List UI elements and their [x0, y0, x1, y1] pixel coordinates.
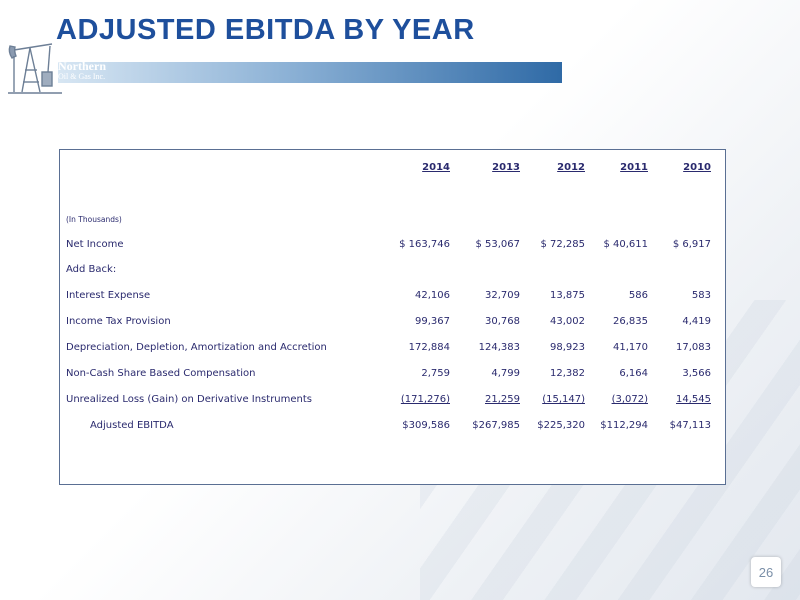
- logo-line-1: Northern: [58, 59, 106, 73]
- row-value: 12,382: [550, 368, 585, 379]
- table-row: Non-Cash Share Based Compensation 2,759 …: [60, 368, 725, 384]
- row-value: $ 6,917: [672, 239, 711, 250]
- units-note-row: (In Thousands): [60, 215, 725, 231]
- row-label: Adjusted EBITDA: [90, 420, 174, 431]
- year-header: 2014: [422, 162, 450, 173]
- row-value: (15,147): [542, 394, 585, 405]
- year-header: 2013: [492, 162, 520, 173]
- row-value: 98,923: [550, 342, 585, 353]
- row-value: 586: [628, 290, 648, 301]
- logo-line-2: Oil & Gas Inc.: [58, 72, 106, 81]
- table-row: Net Income $ 163,746 $ 53,067 $ 72,285 $…: [60, 239, 725, 255]
- row-value: $47,113: [669, 420, 711, 431]
- row-label: Interest Expense: [66, 290, 151, 301]
- row-value: 42,106: [415, 290, 450, 301]
- table-row: Add Back:: [60, 264, 725, 280]
- row-value: 4,419: [682, 316, 711, 327]
- table-row: Adjusted EBITDA $309,586 $267,985 $225,3…: [60, 420, 725, 436]
- row-label: Add Back:: [66, 264, 117, 275]
- year-header: 2011: [620, 162, 648, 173]
- row-value: 4,799: [491, 368, 520, 379]
- row-label: Depreciation, Depletion, Amortization an…: [66, 342, 327, 353]
- table-row: Unrealized Loss (Gain) on Derivative Ins…: [60, 394, 725, 410]
- row-value: $309,586: [402, 420, 450, 431]
- row-label: Net Income: [66, 239, 124, 250]
- row-value: $267,985: [472, 420, 520, 431]
- row-value: 583: [691, 290, 711, 301]
- row-value: 32,709: [485, 290, 520, 301]
- header-bar: [58, 62, 562, 83]
- row-value: 99,367: [415, 316, 450, 327]
- row-value: $225,320: [537, 420, 585, 431]
- row-value: $ 53,067: [475, 239, 520, 250]
- row-value: 30,768: [485, 316, 520, 327]
- units-note: (In Thousands): [66, 215, 122, 224]
- row-label: Non-Cash Share Based Compensation: [66, 368, 256, 379]
- row-value: 41,170: [613, 342, 648, 353]
- row-value: 14,545: [676, 394, 711, 405]
- year-header: 2012: [557, 162, 585, 173]
- row-value: 43,002: [550, 316, 585, 327]
- row-value: $ 72,285: [540, 239, 585, 250]
- year-header-row: 2014 2013 2012 2011 2010: [60, 162, 725, 178]
- row-value: 3,566: [682, 368, 711, 379]
- row-value: $ 163,746: [399, 239, 450, 250]
- row-value: (171,276): [400, 394, 450, 405]
- year-header: 2010: [683, 162, 711, 173]
- page-number: 26: [751, 557, 781, 587]
- row-value: 6,164: [619, 368, 648, 379]
- row-value: 13,875: [550, 290, 585, 301]
- row-value: $ 40,611: [603, 239, 648, 250]
- row-value: 21,259: [485, 394, 520, 405]
- row-value: 26,835: [613, 316, 648, 327]
- company-logo-text: Northern Oil & Gas Inc.: [58, 60, 106, 81]
- table-row: Income Tax Provision 99,367 30,768 43,00…: [60, 316, 725, 332]
- row-value: $112,294: [600, 420, 648, 431]
- ebitda-table-panel: 2014 2013 2012 2011 2010 (In Thousands) …: [59, 149, 726, 485]
- table-row: Interest Expense 42,106 32,709 13,875 58…: [60, 290, 725, 306]
- row-value: (3,072): [611, 394, 648, 405]
- row-label: Income Tax Provision: [66, 316, 171, 327]
- row-value: 172,884: [408, 342, 450, 353]
- slide-title: ADJUSTED EBITDA BY YEAR: [56, 14, 475, 46]
- pumpjack-logo-icon: [8, 43, 62, 94]
- row-value: 124,383: [478, 342, 520, 353]
- row-value: 2,759: [421, 368, 450, 379]
- row-value: 17,083: [676, 342, 711, 353]
- table-row: Depreciation, Depletion, Amortization an…: [60, 342, 725, 358]
- row-label: Unrealized Loss (Gain) on Derivative Ins…: [66, 394, 313, 405]
